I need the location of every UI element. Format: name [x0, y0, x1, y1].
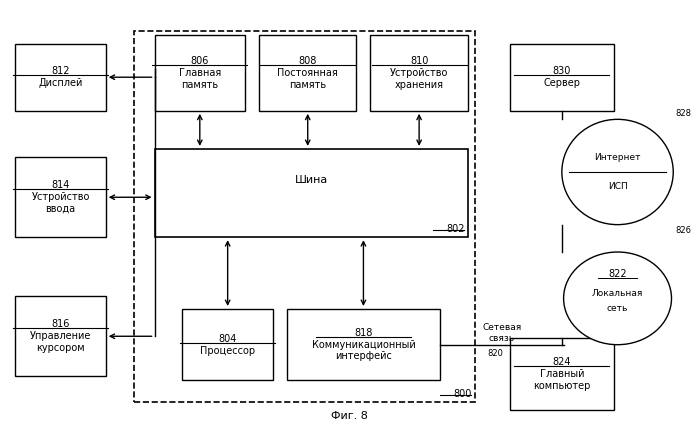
Text: Интернет: Интернет [594, 153, 641, 162]
Ellipse shape [562, 119, 673, 225]
Text: память: память [181, 80, 218, 90]
Ellipse shape [563, 252, 672, 345]
Bar [370, 35, 468, 111]
Text: хранения: хранения [395, 80, 444, 90]
Text: 814: 814 [52, 181, 70, 190]
Text: 818: 818 [354, 328, 373, 338]
Bar [15, 296, 106, 376]
Text: 802: 802 [446, 224, 464, 234]
Text: 810: 810 [410, 56, 428, 66]
Text: 820: 820 [487, 349, 503, 357]
Text: память: память [289, 80, 326, 90]
Text: Постоянная: Постоянная [278, 68, 338, 78]
Text: связь: связь [489, 334, 515, 343]
Text: 822: 822 [608, 269, 627, 279]
Text: Устройство: Устройство [31, 192, 89, 202]
Bar [15, 44, 106, 111]
Bar [182, 309, 273, 380]
Text: Локальная: Локальная [592, 289, 643, 298]
Text: Дисплей: Дисплей [38, 78, 82, 88]
Bar [154, 35, 245, 111]
Text: 830: 830 [553, 66, 571, 76]
Text: 824: 824 [553, 357, 571, 367]
Bar [154, 149, 468, 237]
Text: 804: 804 [219, 334, 237, 344]
Text: Главная: Главная [179, 68, 221, 78]
Text: Сетевая: Сетевая [482, 324, 521, 332]
Text: 816: 816 [52, 319, 70, 329]
Text: ввода: ввода [45, 204, 75, 214]
Bar [134, 31, 475, 402]
Text: Устройство: Устройство [390, 68, 448, 78]
Text: Процессор: Процессор [200, 346, 255, 356]
Text: 808: 808 [298, 56, 317, 66]
Text: 800: 800 [453, 389, 471, 399]
Text: Главный: Главный [540, 369, 584, 379]
Bar [510, 338, 614, 410]
Bar [259, 35, 356, 111]
Text: Шина: Шина [294, 176, 328, 185]
Text: ИСП: ИСП [607, 182, 628, 191]
Text: Управление: Управление [30, 331, 92, 341]
Bar [287, 309, 440, 380]
Text: сеть: сеть [607, 304, 628, 313]
Text: компьютер: компьютер [533, 381, 591, 391]
Text: 828: 828 [675, 109, 691, 117]
Text: интерфейс: интерфейс [335, 351, 392, 362]
Text: 806: 806 [191, 56, 209, 66]
Text: Сервер: Сервер [543, 78, 580, 88]
Text: 826: 826 [675, 226, 691, 235]
Text: Фиг. 8: Фиг. 8 [331, 410, 368, 421]
Bar [15, 157, 106, 237]
Text: курсором: курсором [36, 343, 85, 353]
Text: 812: 812 [51, 66, 70, 76]
Bar [510, 44, 614, 111]
Text: Коммуникационный: Коммуникационный [312, 340, 415, 350]
